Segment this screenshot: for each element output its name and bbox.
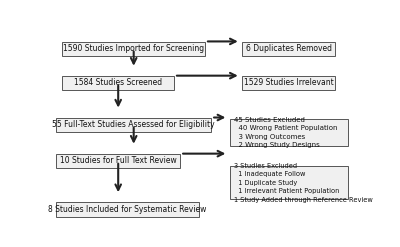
FancyBboxPatch shape [56, 154, 180, 168]
FancyBboxPatch shape [230, 119, 348, 146]
Text: 1584 Studies Screened: 1584 Studies Screened [74, 78, 162, 87]
Text: 1590 Studies Imported for Screening: 1590 Studies Imported for Screening [63, 44, 204, 53]
Text: 45 Studies Excluded
  40 Wrong Patient Population
  3 Wrong Outcomes
  2 Wrong S: 45 Studies Excluded 40 Wrong Patient Pop… [234, 117, 338, 148]
FancyBboxPatch shape [56, 202, 199, 217]
FancyBboxPatch shape [62, 76, 174, 90]
Text: 6 Duplicates Removed: 6 Duplicates Removed [246, 44, 332, 53]
Text: 10 Studies for Full Text Review: 10 Studies for Full Text Review [60, 156, 176, 165]
FancyBboxPatch shape [230, 166, 348, 199]
FancyBboxPatch shape [56, 118, 211, 132]
Text: 55 Full-Text Studies Assessed for Eligibility: 55 Full-Text Studies Assessed for Eligib… [52, 120, 215, 129]
Text: 1529 Studies Irrelevant: 1529 Studies Irrelevant [244, 78, 334, 87]
FancyBboxPatch shape [62, 41, 205, 56]
Text: 3 Studies Excluded
  1 Inadequate Follow
  1 Duplicate Study
  1 Irrelevant Pati: 3 Studies Excluded 1 Inadequate Follow 1… [234, 163, 373, 203]
FancyBboxPatch shape [242, 41, 335, 56]
FancyBboxPatch shape [242, 76, 335, 90]
Text: 8 Studies Included for Systematic Review: 8 Studies Included for Systematic Review [48, 205, 207, 214]
